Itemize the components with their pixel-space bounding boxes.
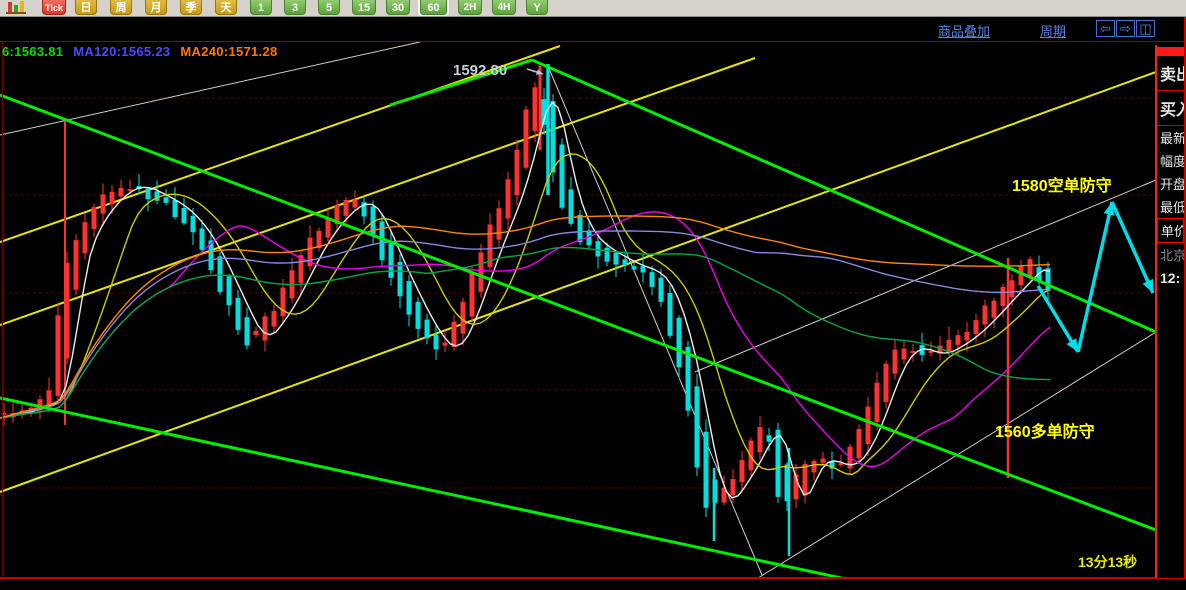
chart-left-border	[2, 42, 3, 577]
candlestick-chart[interactable]	[0, 41, 1186, 578]
chart-bottom-border	[0, 577, 1186, 579]
period-week-button[interactable]: 周	[110, 0, 132, 15]
buy-row[interactable]: 买入	[1157, 91, 1184, 126]
sell-row[interactable]: 卖出	[1157, 56, 1184, 91]
chart-top-border	[0, 41, 1186, 42]
clock-row: 12:	[1160, 269, 1181, 286]
period-2h-button[interactable]: 2H	[458, 0, 482, 15]
quote-panel-header	[1157, 47, 1184, 56]
period-5min-button[interactable]: 5	[318, 0, 340, 15]
period-30min-button[interactable]: 30	[386, 0, 410, 15]
range-row: 幅度	[1160, 154, 1184, 169]
period-month-button[interactable]: 月	[145, 0, 167, 15]
period-tian-button[interactable]: 天	[215, 0, 237, 15]
window-split-icon[interactable]: ◫	[1136, 20, 1155, 37]
ma240-label: MA240:1571.28	[180, 44, 278, 59]
forward-arrow-icon[interactable]: ⇨	[1116, 20, 1135, 37]
chart-option-bar: 商品叠加 周期 ⇦ ⇨ ◫	[0, 17, 1186, 41]
period-4h-button[interactable]: 4H	[492, 0, 516, 15]
period-1min-button[interactable]: 1	[250, 0, 272, 15]
low-row: 最低	[1160, 200, 1184, 215]
chart-canvas[interactable]	[0, 41, 1186, 578]
overlay-commodity-link[interactable]: 商品叠加	[938, 24, 991, 39]
chart-annotation: 1592.80	[453, 62, 508, 79]
tick-button[interactable]: Tick	[42, 0, 66, 15]
chart-annotation: 13分13秒	[1078, 554, 1138, 570]
latest-row: 最新	[1160, 131, 1184, 146]
window-right-border	[1184, 17, 1186, 578]
chart-annotation: 1580空单防守	[1012, 178, 1112, 195]
period-year-button[interactable]: Y	[526, 0, 548, 15]
open-row: 开盘	[1160, 177, 1184, 192]
period-15min-button[interactable]: 15	[352, 0, 376, 15]
period-quarter-button[interactable]: 季	[180, 0, 202, 15]
quote-panel: 卖出 买入 最新 幅度 开盘 最低 单价 北京 12:	[1155, 45, 1184, 578]
ma120-label: MA120:1565.23	[73, 44, 171, 59]
period-3min-button[interactable]: 3	[284, 0, 306, 15]
period-day-button[interactable]: 日	[75, 0, 97, 15]
ma66-label: 6:1563.81	[2, 44, 64, 59]
ma-value-labels: 6:1563.81 MA120:1565.23 MA240:1571.28	[2, 44, 288, 59]
period-toolbar: Tick 日 周 月 季 天 1 3 5 15 30 60 2H 4H Y	[0, 0, 1186, 17]
beijing-row: 北京	[1160, 248, 1184, 263]
period-link[interactable]: 周期	[1040, 24, 1067, 39]
app-logo-icon	[6, 1, 26, 14]
unit-price-row[interactable]: 单价	[1157, 218, 1184, 243]
back-arrow-icon[interactable]: ⇦	[1096, 20, 1115, 37]
period-60min-button-selected[interactable]: 60	[418, 0, 449, 16]
chart-annotation: 1560多单防守	[995, 424, 1095, 441]
